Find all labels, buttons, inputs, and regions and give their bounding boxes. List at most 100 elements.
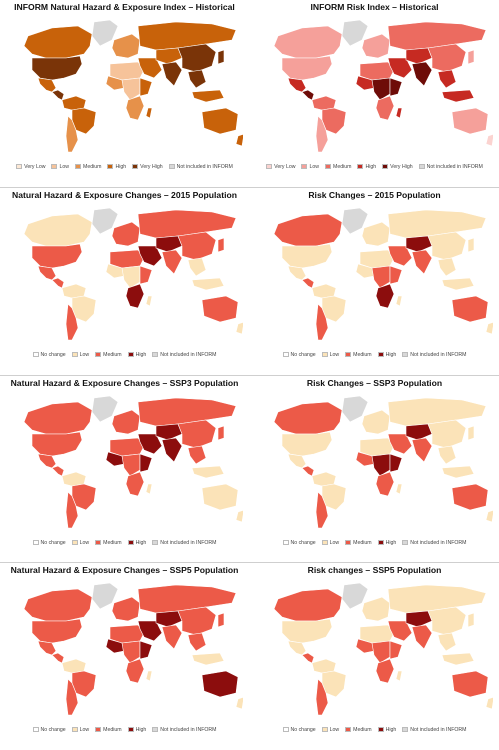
legend-label: Low	[59, 164, 70, 170]
region-south-america-south	[65, 678, 79, 716]
panel-title: INFORM Natural Hazard & Exposure Index –…	[14, 2, 235, 12]
legend-label: High	[115, 164, 127, 170]
region-europe	[361, 221, 391, 247]
region-south-america-south	[315, 491, 329, 529]
region-southern-africa	[375, 283, 395, 309]
region-madagascar	[145, 295, 153, 307]
region-greenland	[341, 582, 369, 610]
legend-swatch	[51, 164, 58, 170]
region-new-zealand	[485, 510, 493, 523]
region-greenland	[341, 395, 369, 423]
legend-item-no-change: No change	[282, 352, 316, 358]
legend-label: No change	[40, 727, 66, 733]
legend-swatch	[107, 164, 114, 170]
legend-item-medium: Medium	[345, 352, 372, 358]
region-greenland	[91, 207, 119, 235]
region-east-africa	[139, 77, 153, 97]
legend-swatch	[132, 164, 139, 170]
panel-title: Natural Hazard & Exposure Changes – 2015…	[12, 190, 237, 200]
region-madagascar	[395, 483, 403, 495]
legend-swatch	[282, 540, 289, 546]
legend-label: Low	[309, 164, 320, 170]
region-europe	[111, 409, 141, 435]
legend-item-not-included-in-inform: Not included in INFORM	[402, 352, 466, 358]
region-usa	[281, 431, 333, 457]
legend-label: Low	[79, 540, 90, 546]
legend-swatch	[418, 164, 425, 170]
legend-item-not-included-in-inform: Not included in INFORM	[168, 164, 233, 170]
legend-label: Medium	[333, 164, 352, 170]
legend-swatch	[95, 352, 102, 358]
panel-title: Natural Hazard & Exposure Changes – SSP3…	[10, 378, 239, 388]
legend-swatch	[301, 164, 308, 170]
legend-item-no-change: No change	[282, 727, 316, 733]
region-china	[177, 43, 217, 73]
region-southern-africa	[125, 95, 145, 121]
legend-label: No change	[290, 352, 316, 358]
region-japan	[467, 49, 475, 65]
legend-item-medium: Medium	[75, 164, 101, 170]
region-madagascar	[395, 295, 403, 307]
region-south-america-south	[65, 491, 79, 529]
legend-swatch	[377, 352, 384, 358]
legend-label: High	[385, 352, 397, 358]
legend-swatch	[95, 540, 102, 546]
region-central-asia	[405, 610, 433, 628]
region-south-asia	[411, 437, 433, 463]
legend-swatch	[127, 727, 134, 733]
region-east-africa	[389, 640, 403, 660]
panel-title: Risk Changes – SSP3 Population	[306, 378, 443, 388]
region-china	[427, 419, 467, 449]
legend-label: No change	[290, 727, 316, 733]
legend-item-high: High	[377, 540, 397, 546]
legend-label: High	[135, 352, 147, 358]
legend-label: No change	[40, 352, 66, 358]
world-map	[259, 19, 493, 156]
region-southern-africa	[375, 658, 395, 684]
legend-label: Low	[329, 727, 340, 733]
region-usa	[281, 618, 333, 644]
region-central-america	[301, 277, 315, 289]
region-canada	[23, 25, 93, 59]
region-canada	[23, 213, 93, 247]
legend: No change Low Medium High Not included in IN…	[250, 540, 499, 546]
region-north-africa	[359, 437, 395, 457]
region-australia	[201, 295, 239, 323]
region-canada	[273, 588, 343, 622]
region-south-america-north	[311, 95, 337, 111]
legend-swatch	[377, 727, 384, 733]
region-mexico	[287, 265, 307, 281]
region-southeast-asia	[437, 69, 457, 89]
region-mexico	[37, 77, 57, 93]
region-west-africa	[105, 263, 125, 279]
region-usa	[31, 618, 83, 644]
region-south-asia	[161, 437, 183, 463]
legend-swatch	[16, 164, 23, 170]
region-madagascar	[395, 670, 403, 682]
panel-title: Natural Hazard & Exposure Changes – SSP5…	[10, 565, 239, 575]
region-central-africa	[121, 77, 141, 101]
legend-swatch	[282, 352, 289, 358]
legend-label: Very High	[390, 164, 413, 170]
region-new-zealand	[235, 322, 243, 335]
region-central-africa	[121, 453, 141, 477]
region-central-america	[301, 89, 315, 101]
row-2015: Natural Hazard & Exposure Changes – 2015…	[0, 187, 499, 374]
legend-swatch	[345, 540, 352, 546]
legend-swatch	[402, 727, 409, 733]
region-canada	[273, 213, 343, 247]
region-indonesia	[191, 277, 225, 291]
region-central-africa	[121, 640, 141, 664]
region-antarctica	[9, 153, 240, 156]
region-japan	[217, 612, 225, 628]
legend-label: High	[385, 540, 397, 546]
region-canada	[273, 25, 343, 59]
region-japan	[467, 237, 475, 253]
region-east-africa	[139, 265, 153, 285]
region-russia	[137, 21, 237, 51]
region-southeast-asia	[437, 632, 457, 652]
legend-swatch	[321, 540, 328, 546]
legend-item-low: Low	[51, 164, 69, 170]
region-south-america-north	[61, 283, 87, 299]
legend-swatch	[321, 352, 328, 358]
